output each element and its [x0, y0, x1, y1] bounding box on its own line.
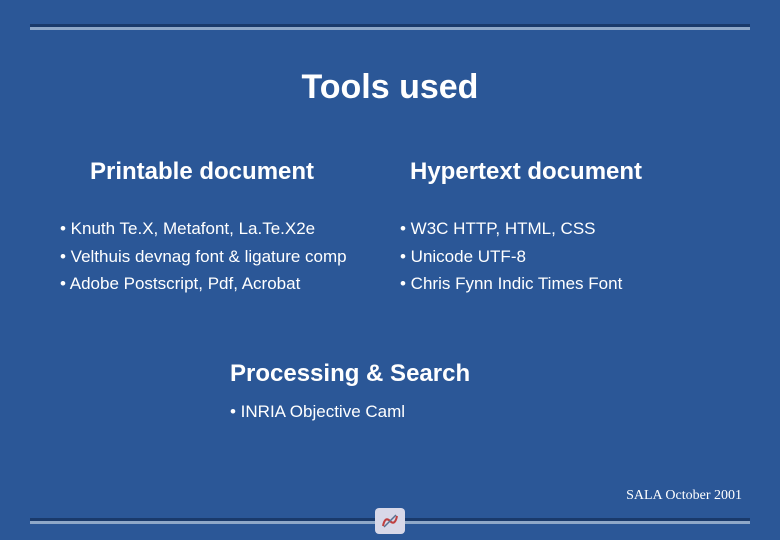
list-item: • Velthuis devnag font & ligature comp	[60, 244, 400, 270]
center-block: Processing & Search • INRIA Objective Ca…	[230, 360, 720, 422]
list-item: • Unicode UTF-8	[400, 244, 740, 270]
left-heading: Printable document	[60, 158, 400, 186]
logo-icon	[375, 508, 405, 534]
right-heading: Hypertext document	[400, 158, 740, 186]
right-column: Hypertext document • W3C HTTP, HTML, CSS…	[400, 158, 740, 299]
footer-text: SALA October 2001	[626, 488, 742, 504]
slide-title: Tools used	[0, 68, 780, 107]
columns-container: Printable document • Knuth Te.X, Metafon…	[60, 158, 740, 299]
list-item: • INRIA Objective Caml	[230, 402, 720, 422]
list-item: • Chris Fynn Indic Times Font	[400, 271, 740, 297]
center-heading: Processing & Search	[230, 360, 720, 388]
list-item: • Adobe Postscript, Pdf, Acrobat	[60, 271, 400, 297]
right-items: • W3C HTTP, HTML, CSS • Unicode UTF-8 • …	[400, 216, 740, 297]
center-items: • INRIA Objective Caml	[230, 402, 720, 422]
list-item: • W3C HTTP, HTML, CSS	[400, 216, 740, 242]
left-items: • Knuth Te.X, Metafont, La.Te.X2e • Velt…	[60, 216, 400, 297]
top-divider	[30, 24, 750, 30]
left-column: Printable document • Knuth Te.X, Metafon…	[60, 158, 400, 299]
list-item: • Knuth Te.X, Metafont, La.Te.X2e	[60, 216, 400, 242]
